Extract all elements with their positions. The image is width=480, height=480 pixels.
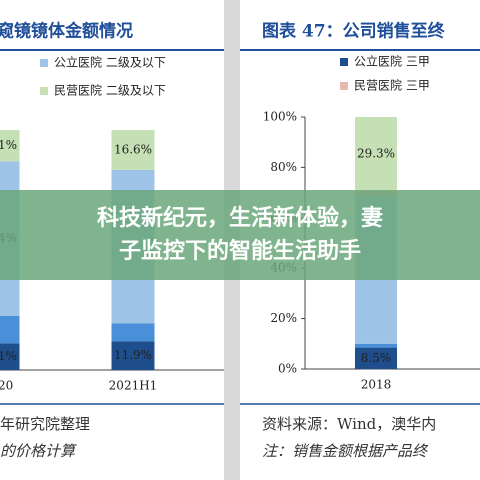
- bar-segment: [0, 343, 20, 370]
- y-tick-label: 80%: [270, 160, 297, 174]
- bar-segment: [111, 130, 155, 170]
- chart-title: 内窥镜镜体金额情况: [0, 21, 133, 42]
- legend-label: 民营医院 三甲: [354, 79, 430, 93]
- note: 注：销售金额根据产品终: [262, 442, 429, 460]
- x-tick-label: 2021H1: [109, 379, 158, 393]
- bar-segment: [355, 347, 397, 369]
- banner-text: 子监控下的智能生活助手: [119, 238, 361, 264]
- legend-label: 民营医院 二级及以下: [54, 84, 166, 98]
- banner-text: 科技新纪元，生活新体验，妻: [97, 205, 383, 231]
- data-label: 29.3%: [357, 146, 395, 160]
- note: 资料来源：Wind，澳华内: [262, 415, 436, 433]
- data-label: 11.1%: [0, 349, 17, 363]
- x-tick-label: 2018: [361, 378, 392, 392]
- y-tick-label: 0%: [278, 362, 297, 376]
- legend-swatch: [340, 82, 348, 90]
- note: 年研究院整理: [0, 415, 90, 433]
- data-label: 13.1%: [0, 138, 17, 152]
- note: 的价格计算: [0, 442, 77, 460]
- data-label: 8.5%: [361, 351, 392, 365]
- bar-segment: [0, 316, 20, 344]
- x-tick-label: 2020: [0, 379, 13, 393]
- y-tick-label: 20%: [270, 311, 297, 325]
- legend-label: 公立医院 二级及以下: [54, 55, 166, 70]
- bar-segment: [355, 117, 397, 191]
- legend-swatch: [340, 58, 348, 66]
- legend-label: 公立医院 三甲: [354, 54, 430, 69]
- bar-segment: [355, 343, 397, 348]
- banner-band: [0, 190, 480, 280]
- legend-swatch: [40, 59, 48, 67]
- data-label: 16.6%: [114, 142, 152, 156]
- bar-segment: [111, 341, 155, 370]
- y-tick-label: 100%: [263, 110, 297, 124]
- data-label: 11.9%: [114, 348, 152, 362]
- legend-swatch: [40, 87, 48, 95]
- bar-segment: [0, 130, 20, 162]
- chart-title: 图表 47：公司销售至终: [262, 21, 446, 42]
- bar-segment: [111, 323, 155, 342]
